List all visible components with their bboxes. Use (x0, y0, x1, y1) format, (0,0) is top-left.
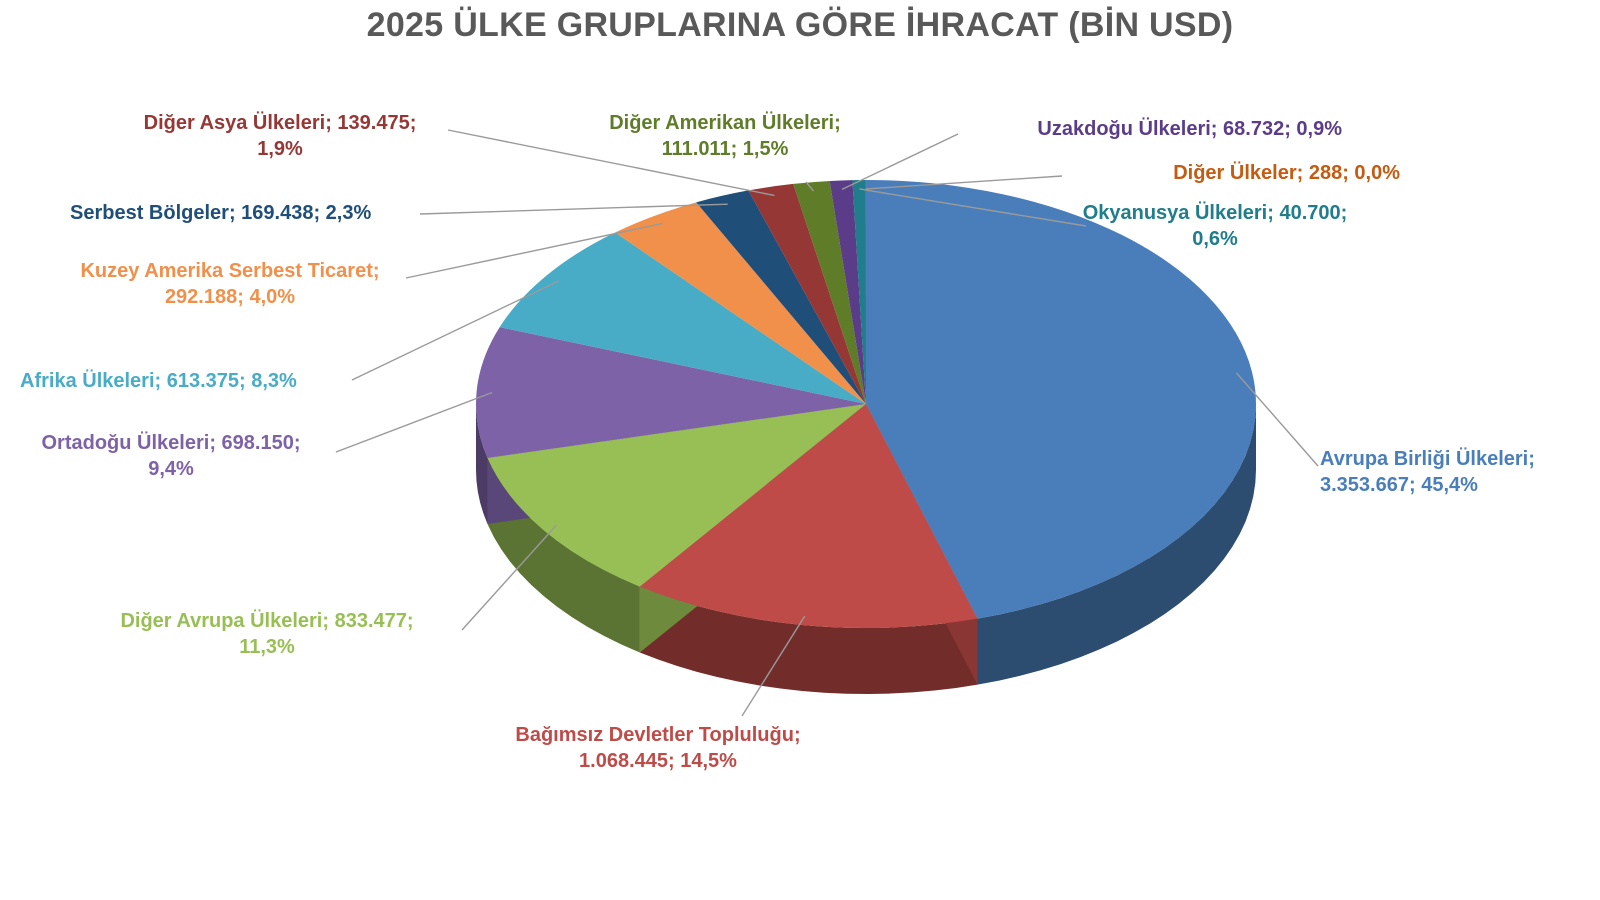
label-diger-ulkeler: Diğer Ülkeler; 288; 0,0% (1173, 162, 1400, 184)
label-avrupa-birligi: Avrupa Birliği Ülkeleri; 3.353.667; 45,4… (1320, 448, 1535, 496)
label-diger-asya: Diğer Asya Ülkeleri; 139.475; 1,9% (143, 112, 417, 160)
leader-lines (335, 129, 1319, 717)
pie-slice-okyanusya[interactable] (852, 180, 866, 404)
label-uzakdogu: Uzakdoğu Ülkeleri; 68.732; 0,9% (1037, 118, 1342, 140)
pie-slice-diger-avrupa[interactable] (487, 404, 866, 587)
pie-slice-serbest-bolgeler[interactable] (696, 190, 866, 404)
pie-slice-kuzey-amerika[interactable] (615, 202, 866, 404)
chart-title: 2025 ÜLKE GRUPLARINA GÖRE İHRACAT (BİN U… (366, 6, 1234, 44)
pie-slice-diger-asya[interactable] (748, 183, 866, 404)
label-diger-amerikan: Diğer Amerikan Ülkeleri; 111.011; 1,5% (609, 112, 841, 160)
label-diger-avrupa: Diğer Avrupa Ülkeleri; 833.477; 11,3% (120, 610, 414, 658)
pie-slice-bagimsiz-devletler[interactable] (639, 404, 978, 628)
label-kuzey-amerika: Kuzey Amerika Serbest Ticaret; 292.188; … (80, 260, 380, 308)
label-afrika: Afrika Ülkeleri; 613.375; 8,3% (20, 370, 297, 392)
pie-top-faces (475, 180, 1257, 628)
pie-slice-avrupa-birligi[interactable] (866, 180, 1257, 619)
pie-slice-ortadogu[interactable] (475, 327, 866, 458)
pie-slice-afrika[interactable] (499, 232, 866, 404)
label-bagimsiz-devletler: Bağımsız Devletler Topluluğu; 1.068.445;… (515, 724, 801, 772)
label-okyanusya: Okyanusya Ülkeleri; 40.700; 0,6% (1082, 202, 1348, 250)
pie-slice-uzakdogu[interactable] (829, 180, 866, 404)
pie-slice-diger-amerikan[interactable] (793, 180, 866, 404)
label-ortadogu: Ortadoğu Ülkeleri; 698.150; 9,4% (41, 432, 301, 480)
label-serbest-bolgeler: Serbest Bölgeler; 169.438; 2,3% (70, 202, 372, 224)
